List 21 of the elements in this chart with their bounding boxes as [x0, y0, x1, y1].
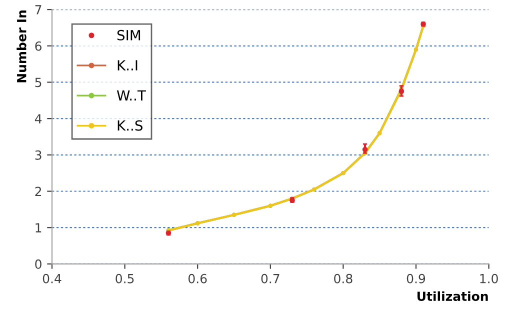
x-tick-label: 0.5 [116, 274, 134, 284]
y-axis-title: Number In [16, 10, 26, 82]
y-tick-label: 4 [34, 114, 42, 124]
y-tick-label: 0 [35, 259, 42, 269]
x-tick-label: 0.6 [188, 274, 207, 284]
legend-label: SIM [117, 30, 140, 40]
y-tick-label: 2 [35, 186, 42, 196]
legend-label: K..I [118, 60, 138, 70]
legend-label: K..S [118, 120, 142, 131]
y-tick-label: 5 [35, 78, 42, 88]
x-tick-label: 0.4 [42, 274, 62, 284]
y-tick-label: 6 [35, 41, 42, 51]
x-tick-label: 0.7 [261, 274, 280, 284]
x-tick-label: 0.9 [406, 274, 426, 284]
legend-label: W..T [116, 90, 146, 100]
y-tick-label: 1 [36, 223, 42, 232]
y-tick-label: 3 [35, 150, 42, 160]
x-axis-title: Utilization [418, 291, 488, 301]
x-tick-label: 1.0 [480, 274, 498, 284]
y-tick-label: 7 [35, 5, 42, 14]
x-tick-label: 0.8 [334, 274, 352, 284]
